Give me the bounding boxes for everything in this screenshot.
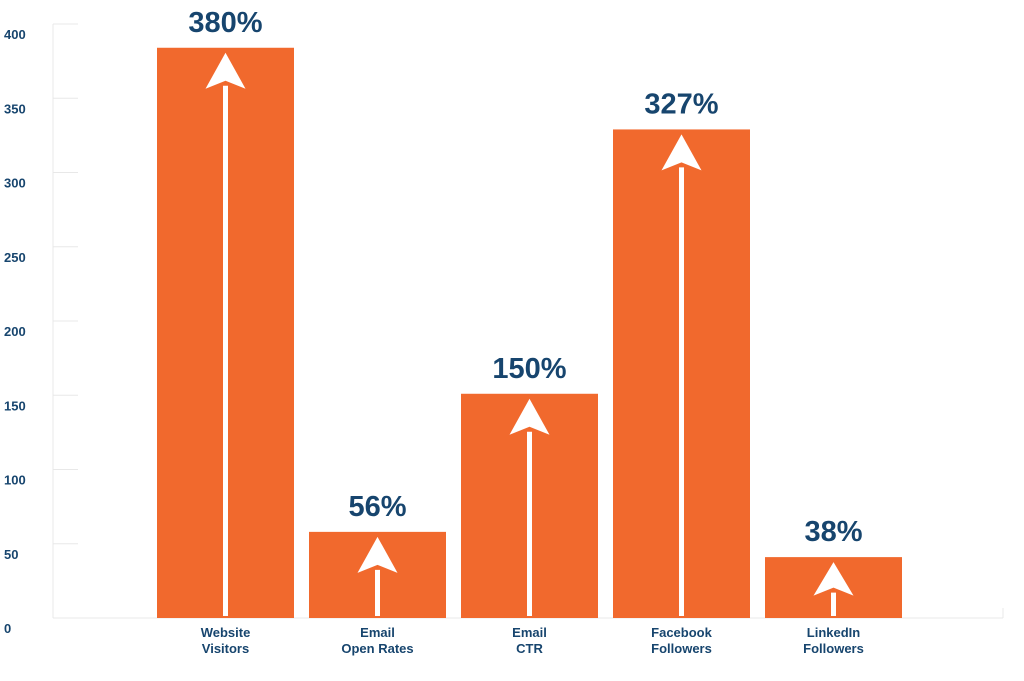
arrow-up-icon xyxy=(813,562,854,596)
bars xyxy=(157,47,902,618)
data-label: 327% xyxy=(644,88,718,120)
arrow-up-icon xyxy=(357,536,398,573)
y-tick-label: 0 xyxy=(4,621,11,636)
y-tick-label: 50 xyxy=(4,547,18,562)
data-label: 38% xyxy=(804,516,862,548)
arrow-up-icon xyxy=(205,52,246,89)
category-label: LinkedIn xyxy=(807,625,861,640)
data-label: 380% xyxy=(188,7,262,39)
category-label: Email xyxy=(360,625,395,640)
y-tick-label: 200 xyxy=(4,324,26,339)
y-tick-label: 300 xyxy=(4,176,26,191)
category-label: Followers xyxy=(651,641,712,656)
category-label: Visitors xyxy=(202,641,249,656)
y-tick-label: 250 xyxy=(4,250,26,265)
category-label: Followers xyxy=(803,641,864,656)
y-tick-label: 350 xyxy=(4,101,26,116)
y-tick-label: 400 xyxy=(4,27,26,42)
category-label: CTR xyxy=(516,641,543,656)
y-tick-label: 100 xyxy=(4,473,26,488)
category-label: Website xyxy=(201,625,251,640)
category-label: Facebook xyxy=(651,625,712,640)
y-tick-label: 150 xyxy=(4,398,26,413)
category-label: Open Rates xyxy=(341,641,413,656)
data-label: 150% xyxy=(492,353,566,385)
category-label: Email xyxy=(512,625,547,640)
data-label: 56% xyxy=(348,491,406,523)
arrow-up-icon xyxy=(509,398,550,435)
arrow-up-icon xyxy=(661,134,702,171)
